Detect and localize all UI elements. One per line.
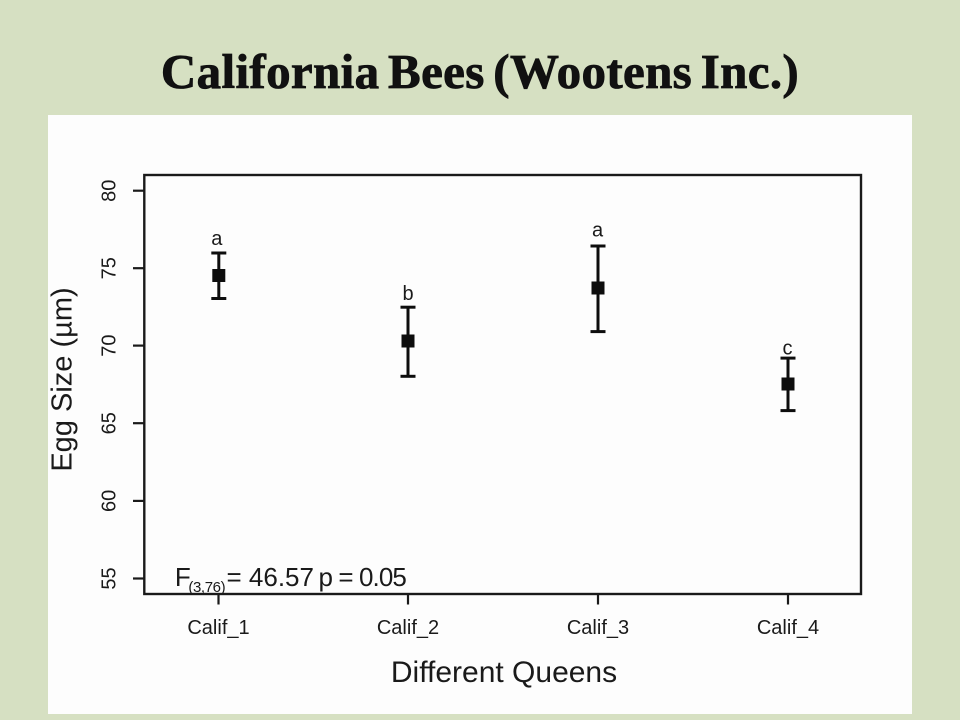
svg-text:Calif_2: Calif_2 <box>377 617 439 639</box>
svg-text:75: 75 <box>99 257 121 279</box>
svg-text:55: 55 <box>99 567 121 589</box>
svg-text:Different Queens: Different Queens <box>391 656 617 689</box>
svg-text:Egg Size (µm): Egg Size (µm) <box>48 287 79 471</box>
svg-text:a: a <box>211 228 223 250</box>
svg-text:Calif_3: Calif_3 <box>567 617 629 639</box>
svg-text:80: 80 <box>99 180 121 202</box>
svg-text:70: 70 <box>99 334 121 356</box>
svg-text:65: 65 <box>99 412 121 434</box>
svg-text:60: 60 <box>99 490 121 512</box>
svg-text:b: b <box>402 283 413 305</box>
svg-text:F(3,76)= 46.57p = 0.05: F(3,76)= 46.57 p = 0.05 <box>175 562 407 596</box>
svg-text:c: c <box>783 338 793 360</box>
svg-text:Calif_1: Calif_1 <box>187 617 249 639</box>
svg-text:a: a <box>592 220 604 242</box>
svg-text:Calif_4: Calif_4 <box>757 617 819 639</box>
